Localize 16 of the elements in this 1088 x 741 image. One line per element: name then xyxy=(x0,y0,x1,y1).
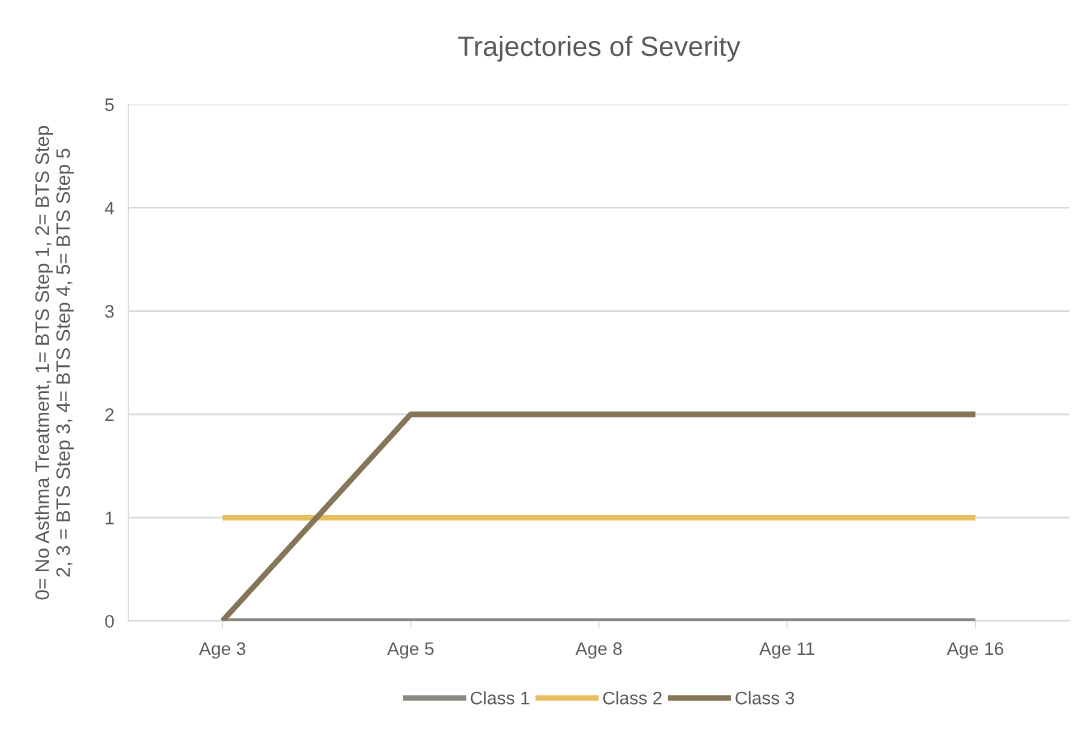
y-tick-label: 2 xyxy=(105,408,114,421)
x-tick-label: Age 8 xyxy=(575,642,622,659)
x-tick-label: Age 5 xyxy=(387,642,434,659)
y-tick-label: 0 xyxy=(105,614,114,628)
legend-label: Class 3 xyxy=(735,691,795,705)
chart-title: Trajectories of Severity xyxy=(458,35,741,62)
legend-label: Class 2 xyxy=(603,691,662,705)
y-tick-label: 4 xyxy=(104,201,114,215)
y-tick-label: 3 xyxy=(105,305,114,318)
y-axis-title: 0= No Asthma Treatment, 1= BTS Step 1, 2= BTS Step 2, 3 = BTS Step 3, 4= BTS Step 4, 5= BTS Step 5 xyxy=(34,126,74,600)
legend-label: Class 1 xyxy=(470,691,530,705)
x-tick-label: Age 16 xyxy=(946,642,1004,659)
x-tick-label: Age 3 xyxy=(198,642,246,659)
y-tick-label: 1 xyxy=(105,511,114,525)
y-tick-label: 5 xyxy=(105,98,114,112)
x-tick-label: Age 11 xyxy=(759,642,815,659)
